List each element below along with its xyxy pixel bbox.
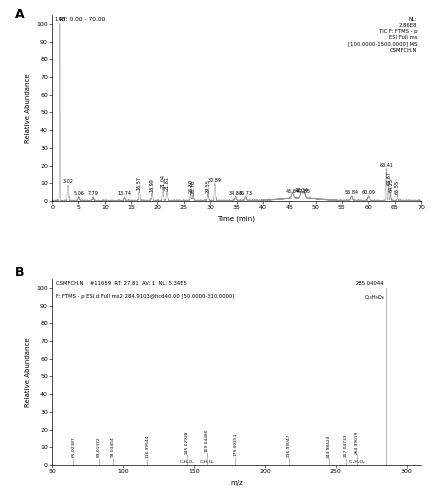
X-axis label: Time (min): Time (min) — [217, 216, 256, 222]
Text: 63.87: 63.87 — [386, 172, 391, 185]
Text: A: A — [15, 8, 25, 20]
Y-axis label: Relative Abundance: Relative Abundance — [25, 73, 31, 143]
Text: 30.89: 30.89 — [208, 178, 222, 182]
Text: 16.57: 16.57 — [137, 176, 142, 190]
X-axis label: m/z: m/z — [230, 480, 243, 486]
Text: 5.06: 5.06 — [73, 191, 84, 196]
Text: 21.04: 21.04 — [161, 174, 165, 188]
Text: 36.73: 36.73 — [239, 191, 253, 196]
Text: 83.01372: 83.01372 — [97, 437, 101, 458]
Text: 29.55: 29.55 — [205, 180, 210, 194]
Text: 257.04733: 257.04733 — [344, 434, 348, 458]
Text: 244.98424: 244.98424 — [327, 434, 331, 458]
Text: C₉H₇O₂: C₉H₇O₂ — [199, 460, 214, 464]
Text: C₁₅H₉O₆: C₁₅H₉O₆ — [364, 296, 384, 300]
Text: 26.76: 26.76 — [191, 180, 196, 194]
Text: 64.25: 64.25 — [388, 178, 393, 192]
Text: CSMFCH.N    #11659  RT: 27.81  AV: 1  NL: 5.34E5: CSMFCH.N #11659 RT: 27.81 AV: 1 NL: 5.34… — [56, 281, 187, 286]
Text: 179.00251: 179.00251 — [233, 432, 237, 456]
Text: 93.03454: 93.03454 — [111, 436, 115, 457]
Text: 1.48: 1.48 — [54, 18, 66, 22]
Text: 63.41: 63.41 — [379, 162, 393, 168]
Text: 65.02387: 65.02387 — [71, 436, 76, 458]
Text: 47.34: 47.34 — [295, 188, 309, 194]
Text: 18.99: 18.99 — [150, 178, 155, 192]
Text: 60.09: 60.09 — [362, 190, 376, 195]
Text: 26.30: 26.30 — [188, 180, 193, 194]
Text: 145.02928: 145.02928 — [185, 430, 189, 454]
Text: 216.99047: 216.99047 — [287, 434, 291, 457]
Text: 34.84: 34.84 — [229, 191, 243, 196]
Text: C₁₀H₉O₈: C₁₀H₉O₈ — [349, 460, 365, 464]
Text: 21.81: 21.81 — [164, 176, 170, 190]
Text: 45.64: 45.64 — [286, 189, 299, 194]
Text: 56.84: 56.84 — [345, 190, 358, 195]
Text: F: FTMS - p ESI d Full ms2 284.9103@hcd40.00 [50.0000-310.0000]: F: FTMS - p ESI d Full ms2 284.9103@hcd4… — [56, 294, 234, 299]
Text: 264.99019: 264.99019 — [355, 430, 359, 454]
Text: C₈H₅O₂: C₈H₅O₂ — [180, 460, 194, 464]
Text: 159.04480: 159.04480 — [205, 428, 209, 452]
Text: 7.79: 7.79 — [88, 192, 99, 196]
Text: RT: 0.00 - 70.00: RT: 0.00 - 70.00 — [59, 17, 106, 22]
Text: 13.74: 13.74 — [118, 192, 132, 196]
Text: 3.02: 3.02 — [62, 180, 73, 184]
Text: 65.55: 65.55 — [395, 180, 400, 194]
Text: 47.85: 47.85 — [297, 189, 311, 194]
Text: NL:
2.86E8
TIC F: FTMS - p
ESI Full ms
[100.0000-1500.0000] MS
CSMFCH.N: NL: 2.86E8 TIC F: FTMS - p ESI Full ms [… — [348, 17, 417, 53]
Text: 116.99544: 116.99544 — [145, 434, 149, 458]
Y-axis label: Relative Abundance: Relative Abundance — [25, 337, 31, 407]
Text: 285.04044: 285.04044 — [355, 281, 384, 286]
Text: B: B — [15, 266, 25, 279]
